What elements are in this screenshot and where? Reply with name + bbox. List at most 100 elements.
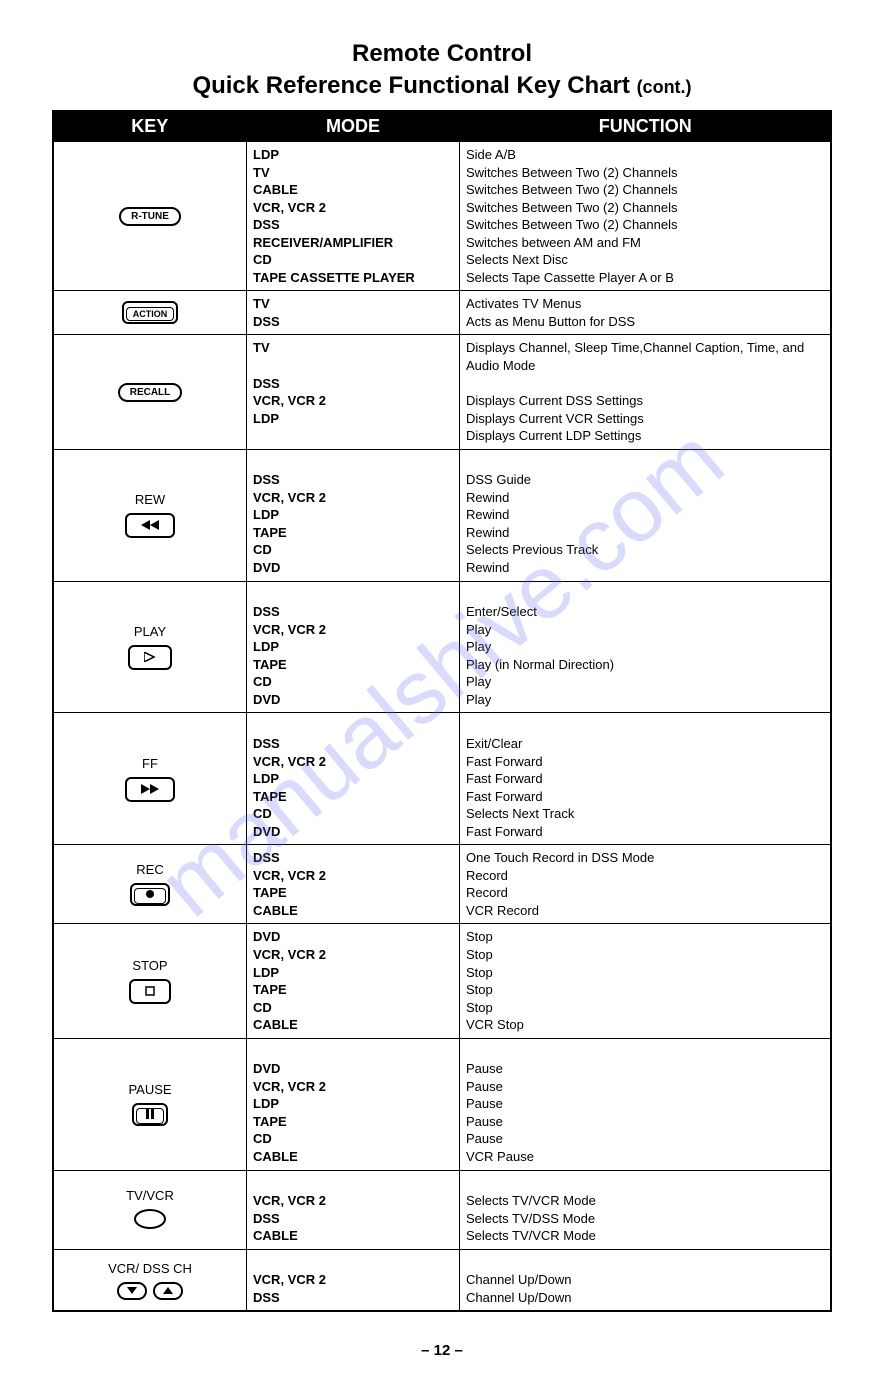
key-cell: ACTION <box>53 291 247 335</box>
mode-line: VCR, VCR 2 <box>253 621 453 639</box>
key-cell: VCR/ DSS CH <box>53 1249 247 1311</box>
mode-line: VCR, VCR 2 <box>253 392 453 410</box>
mode-cell: LDPTVCABLEVCR, VCR 2DSSRECEIVER/AMPLIFIE… <box>247 142 460 291</box>
mode-line <box>253 586 453 604</box>
mode-line: DVD <box>253 559 453 577</box>
mode-line: VCR, VCR 2 <box>253 867 453 885</box>
mode-line <box>253 357 453 375</box>
function-line: Play (in Normal Direction) <box>466 656 824 674</box>
function-line: Pause <box>466 1130 824 1148</box>
function-line: Fast Forward <box>466 788 824 806</box>
key-icon <box>129 979 171 1004</box>
page-number: – 12 – <box>52 1342 832 1359</box>
mode-line: VCR, VCR 2 <box>253 1192 453 1210</box>
table-row: FF DSSVCR, VCR 2LDPTAPECDDVD Exit/ClearF… <box>53 713 831 845</box>
key-label: STOP <box>60 958 240 973</box>
function-line: Acts as Menu Button for DSS <box>466 313 824 331</box>
table-row: VCR/ DSS CH VCR, VCR 2DSS Channel Up/Dow… <box>53 1249 831 1311</box>
key-cell: RECALL <box>53 335 247 449</box>
function-line: Switches Between Two (2) Channels <box>466 164 824 182</box>
function-line: Selects Next Track <box>466 805 824 823</box>
mode-line: DSS <box>253 603 453 621</box>
mode-line <box>253 1175 453 1193</box>
key-icon <box>130 883 170 906</box>
mode-line: RECEIVER/AMPLIFIER <box>253 234 453 252</box>
table-row: REW DSSVCR, VCR 2LDPTAPECDDVD DSS GuideR… <box>53 449 831 581</box>
mode-line: TAPE <box>253 656 453 674</box>
function-line: Side A/B <box>466 146 824 164</box>
mode-line: DSS <box>253 375 453 393</box>
mode-line: DSS <box>253 1289 453 1307</box>
mode-line: VCR, VCR 2 <box>253 199 453 217</box>
function-line: Selects Next Disc <box>466 251 824 269</box>
function-line: Selects TV/VCR Mode <box>466 1227 824 1245</box>
function-cell: One Touch Record in DSS ModeRecordRecord… <box>460 845 832 924</box>
function-cell: Displays Channel, Sleep Time,Channel Cap… <box>460 335 832 449</box>
function-cell: DSS GuideRewindRewindRewindSelects Previ… <box>460 449 832 581</box>
function-line <box>466 375 824 393</box>
mode-line: DSS <box>253 471 453 489</box>
function-line: Switches Between Two (2) Channels <box>466 181 824 199</box>
header-key: KEY <box>53 111 247 142</box>
key-cell: PAUSE <box>53 1038 247 1170</box>
function-line: Stop <box>466 946 824 964</box>
key-cell: REC <box>53 845 247 924</box>
mode-line: CD <box>253 541 453 559</box>
header-mode: MODE <box>247 111 460 142</box>
mode-line: CD <box>253 805 453 823</box>
function-line: Stop <box>466 981 824 999</box>
mode-line: TV <box>253 339 453 357</box>
mode-line: CD <box>253 1130 453 1148</box>
mode-line: TAPE <box>253 1113 453 1131</box>
function-line: Selects Tape Cassette Player A or B <box>466 269 824 287</box>
mode-line: LDP <box>253 638 453 656</box>
mode-line: VCR, VCR 2 <box>253 1271 453 1289</box>
function-cell: Enter/SelectPlayPlayPlay (in Normal Dire… <box>460 581 832 713</box>
function-line <box>466 586 824 604</box>
function-line: Stop <box>466 928 824 946</box>
function-line: Play <box>466 621 824 639</box>
mode-line: CABLE <box>253 1148 453 1166</box>
table-row: PAUSE DVDVCR, VCR 2LDPTAPECDCABLE PauseP… <box>53 1038 831 1170</box>
mode-line: DVD <box>253 823 453 841</box>
function-line: VCR Pause <box>466 1148 824 1166</box>
key-icon <box>114 1282 186 1300</box>
mode-line: CABLE <box>253 1016 453 1034</box>
table-row: PLAY DSSVCR, VCR 2LDPTAPECDDVD Enter/Sel… <box>53 581 831 713</box>
key-icon: R-TUNE <box>119 207 181 226</box>
function-line: Record <box>466 867 824 885</box>
function-line: Pause <box>466 1060 824 1078</box>
function-line: Pause <box>466 1095 824 1113</box>
mode-line: TAPE CASSETTE PLAYER <box>253 269 453 287</box>
function-line: DSS Guide <box>466 471 824 489</box>
mode-line: CABLE <box>253 1227 453 1245</box>
key-cell: STOP <box>53 924 247 1038</box>
key-icon <box>132 1103 168 1126</box>
table-row: ACTIONTVDSSActivates TV MenusActs as Men… <box>53 291 831 335</box>
function-line: VCR Record <box>466 902 824 920</box>
mode-line: LDP <box>253 506 453 524</box>
function-line: Channel Up/Down <box>466 1289 824 1307</box>
mode-line: DSS <box>253 313 453 331</box>
page-container: manualshive.com Remote Control Quick Ref… <box>52 40 832 1359</box>
mode-line <box>253 717 453 735</box>
mode-cell: DSSVCR, VCR 2LDPTAPECDDVD <box>247 713 460 845</box>
key-icon: ACTION <box>122 301 179 324</box>
mode-line: LDP <box>253 146 453 164</box>
key-chart-table: KEY MODE FUNCTION R-TUNELDPTVCABLEVCR, V… <box>52 110 832 1312</box>
mode-line: LDP <box>253 770 453 788</box>
mode-line: TAPE <box>253 981 453 999</box>
mode-line: DVD <box>253 1060 453 1078</box>
function-line: Switches between AM and FM <box>466 234 824 252</box>
function-line: Displays Channel, Sleep Time,Channel Cap… <box>466 339 824 374</box>
mode-line <box>253 1254 453 1272</box>
key-icon <box>134 1209 166 1232</box>
mode-cell: DSSVCR, VCR 2LDPTAPECDDVD <box>247 581 460 713</box>
mode-line: TAPE <box>253 524 453 542</box>
function-line: Rewind <box>466 559 824 577</box>
key-label: REW <box>60 492 240 507</box>
mode-line: LDP <box>253 410 453 428</box>
mode-line <box>253 1043 453 1061</box>
function-cell: PausePausePausePausePauseVCR Pause <box>460 1038 832 1170</box>
function-cell: Exit/ClearFast ForwardFast ForwardFast F… <box>460 713 832 845</box>
